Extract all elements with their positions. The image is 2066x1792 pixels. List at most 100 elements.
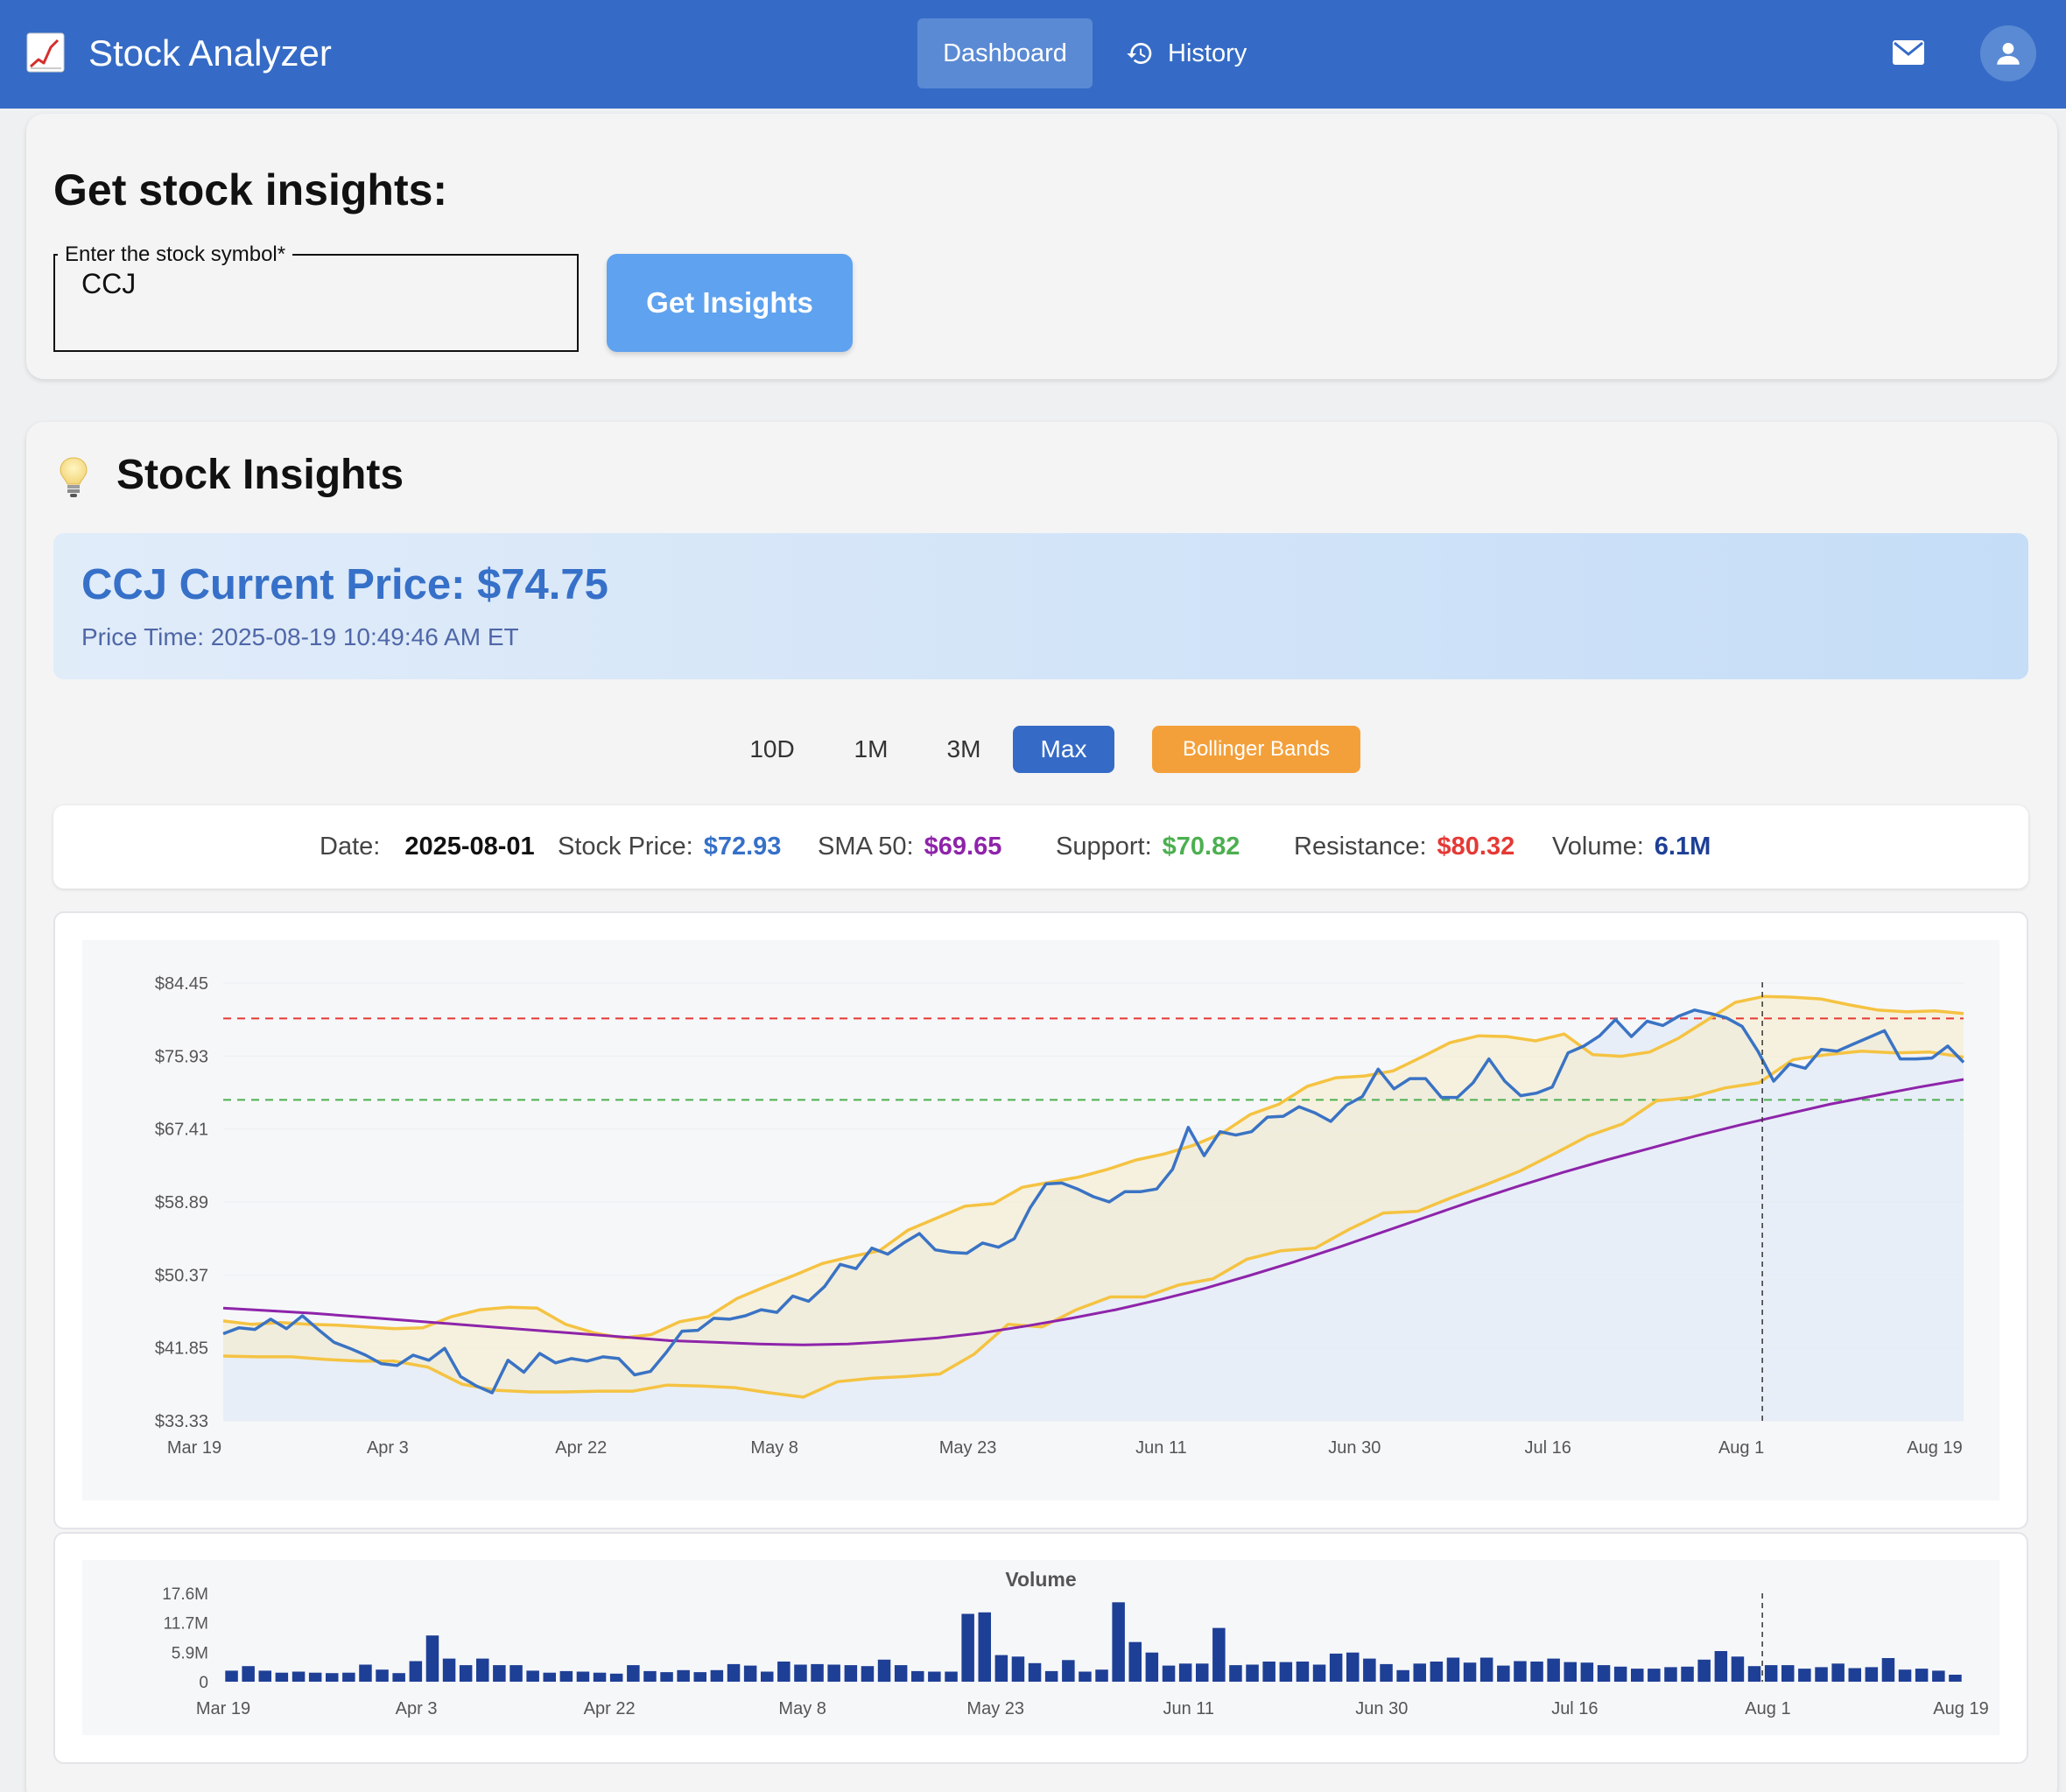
volume-bar	[576, 1671, 590, 1682]
range-3m-button[interactable]: 3M	[946, 735, 981, 762]
volume-x-tick-label: Jun 30	[1355, 1699, 1408, 1718]
volume-bar	[1697, 1659, 1711, 1683]
info-price-label: Stock Price:	[558, 833, 693, 861]
volume-bar	[811, 1663, 824, 1682]
volume-bar	[1095, 1669, 1108, 1682]
x-tick-label: Mar 19	[167, 1438, 221, 1458]
volume-bar	[1547, 1658, 1560, 1682]
current-price-title: CCJ Current Price: $74.75	[81, 561, 608, 608]
volume-bar	[1664, 1667, 1677, 1682]
y-tick-label: $84.45	[155, 974, 208, 994]
volume-bar	[1178, 1663, 1192, 1682]
y-tick-label: $75.93	[155, 1047, 208, 1066]
chart-trend-icon	[26, 32, 65, 73]
mail-icon[interactable]	[1892, 39, 1925, 67]
volume-bar	[1564, 1662, 1577, 1682]
volume-bar	[409, 1661, 423, 1682]
info-volume: Volume: 6.1M	[1552, 833, 1711, 861]
volume-bar	[1613, 1666, 1627, 1682]
lower-band-line	[222, 1050, 1964, 1399]
volume-bar	[1380, 1663, 1393, 1682]
range-10d-button[interactable]: 10D	[749, 735, 795, 762]
volume-bar	[559, 1670, 573, 1682]
volume-bar	[476, 1658, 489, 1682]
volume-bar	[1112, 1602, 1125, 1682]
app-bar: Stock Analyzer Dashboard History	[0, 0, 2066, 109]
volume-y-tick-label: 11.7M	[164, 1615, 208, 1634]
volume-x-tick-label: Aug 19	[1933, 1699, 1988, 1718]
volume-bar	[1681, 1666, 1694, 1682]
app-title: Stock Analyzer	[88, 32, 332, 74]
volume-bar	[1865, 1667, 1879, 1682]
volume-bar	[794, 1664, 807, 1682]
info-price-value: $72.93	[703, 833, 782, 861]
volume-bar	[1932, 1670, 1945, 1682]
x-tick-label: Jun 11	[1135, 1438, 1187, 1458]
volume-bar	[1898, 1669, 1912, 1682]
volume-bar	[627, 1665, 640, 1682]
info-date-value: 2025-08-01	[404, 833, 535, 861]
volume-bar	[1815, 1667, 1828, 1682]
x-tick-label: Aug 1	[1718, 1438, 1764, 1458]
volume-bar	[844, 1665, 858, 1682]
volume-bar	[493, 1665, 506, 1682]
stock-symbol-input[interactable]	[53, 254, 579, 352]
volume-bar	[1648, 1669, 1661, 1682]
volume-bar	[693, 1672, 706, 1682]
volume-bar	[945, 1671, 958, 1682]
volume-bar	[643, 1670, 657, 1682]
search-card	[26, 114, 2057, 379]
user-icon	[1997, 42, 2020, 65]
volume-bar	[1062, 1660, 1075, 1682]
current-price-panel	[53, 533, 2028, 679]
volume-y-tick-label: 0	[199, 1674, 208, 1692]
volume-bar	[442, 1658, 456, 1682]
volume-bar	[1848, 1668, 1861, 1682]
volume-bar	[727, 1663, 741, 1682]
info-volume-label: Volume:	[1552, 833, 1644, 861]
x-tick-label: May 8	[750, 1438, 798, 1458]
volume-y-tick-label: 17.6M	[162, 1585, 208, 1604]
volume-x-tick-label: Apr 22	[584, 1699, 636, 1718]
volume-bar	[1764, 1665, 1778, 1682]
volume-bar	[609, 1673, 623, 1682]
nav-history-button[interactable]: History	[1126, 18, 1247, 88]
volume-bar	[1011, 1656, 1025, 1682]
volume-bar	[1514, 1661, 1527, 1682]
y-tick-label: $58.89	[155, 1193, 208, 1212]
volume-bar	[677, 1669, 690, 1682]
volume-bar	[509, 1665, 523, 1682]
nav-dashboard-button[interactable]: Dashboard	[917, 18, 1093, 88]
volume-bar	[1212, 1627, 1226, 1682]
volume-bar	[425, 1635, 439, 1682]
volume-x-tick-label: Apr 3	[396, 1699, 438, 1718]
volume-bar	[1781, 1665, 1795, 1682]
volume-bar	[827, 1664, 840, 1682]
volume-chart[interactable]: Volume 17.6M 11.7M 5.9M 0 Mar 19 Apr 3 Apr 22…	[82, 1560, 1999, 1735]
volume-bar	[710, 1669, 724, 1682]
volume-bar	[1463, 1662, 1477, 1682]
price-chart[interactable]: $84.45 $75.93 $67.41 $58.89 $50.37 $41.85 $33.…	[82, 940, 1999, 1500]
volume-bar	[1128, 1641, 1142, 1682]
volume-x-tick-label: May 23	[966, 1699, 1024, 1718]
range-1m-button[interactable]: 1M	[854, 735, 889, 762]
volume-bar	[543, 1672, 556, 1682]
volume-bar	[861, 1666, 875, 1682]
volume-bar	[1413, 1663, 1426, 1682]
stock-symbol-value: CCJ	[81, 268, 137, 299]
volume-bar	[275, 1672, 289, 1682]
y-tick-label: $33.33	[155, 1412, 208, 1431]
volume-x-tick-label: May 8	[778, 1699, 826, 1718]
x-tick-label: Aug 19	[1907, 1438, 1962, 1458]
volume-bar	[777, 1662, 791, 1682]
volume-bar	[1044, 1670, 1058, 1682]
user-avatar-button[interactable]	[1980, 25, 2036, 81]
volume-bar	[459, 1665, 473, 1682]
volume-bar	[526, 1670, 539, 1682]
volume-bar	[1346, 1652, 1360, 1682]
range-max-button[interactable]: Max	[1013, 726, 1114, 773]
bollinger-bands-button[interactable]: Bollinger Bands	[1152, 726, 1360, 773]
volume-bar	[1597, 1665, 1611, 1682]
get-insights-button[interactable]: Get Insights	[607, 254, 853, 352]
volume-bar	[1580, 1662, 1594, 1682]
